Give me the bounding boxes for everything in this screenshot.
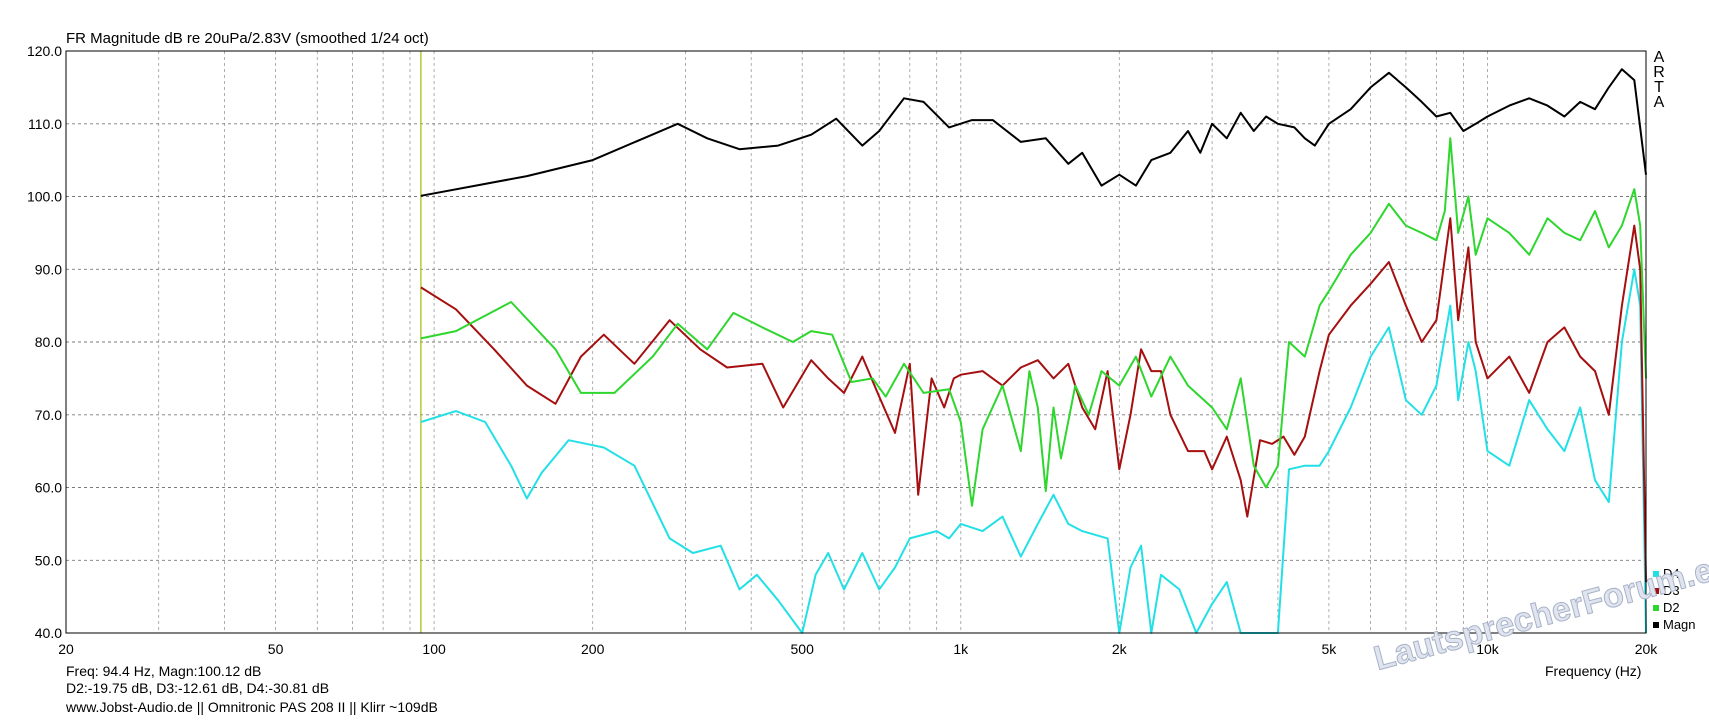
x-tick-label: 10k xyxy=(1476,641,1500,657)
x-tick-label: 5k xyxy=(1322,641,1338,657)
x-tick-label: 2k xyxy=(1112,641,1128,657)
y-tick-label: 40.0 xyxy=(35,625,62,641)
legend-item-d3: D3 xyxy=(1653,582,1696,599)
arta-letter-a2: A xyxy=(1653,94,1665,111)
legend-item-d2: D2 xyxy=(1653,599,1696,616)
y-tick-label: 80.0 xyxy=(35,334,62,350)
legend-swatch-d2 xyxy=(1653,604,1659,611)
legend-item-d4: D4 xyxy=(1653,565,1696,582)
series-line-d4 xyxy=(420,268,1647,634)
arta-brand: A R T A xyxy=(1652,49,1666,111)
legend-label-magn: Magn xyxy=(1663,617,1696,632)
y-tick-label: 70.0 xyxy=(35,407,62,423)
y-tick-label: 60.0 xyxy=(35,480,62,496)
chart-title: FR Magnitude dB re 20uPa/2.83V (smoothed… xyxy=(66,30,429,47)
legend-label-d4: D4 xyxy=(1663,566,1680,581)
x-axis-label: Frequency (Hz) xyxy=(1545,663,1642,679)
arta-letter-t: T xyxy=(1654,79,1664,96)
footer-note: www.Jobst-Audio.de || Omnitronic PAS 208… xyxy=(66,699,438,715)
legend-item-magn: Magn xyxy=(1653,616,1696,633)
series-lines xyxy=(420,68,1647,634)
y-tick-label: 110.0 xyxy=(28,116,62,132)
x-tick-label: 1k xyxy=(953,641,969,657)
legend-swatch-magn xyxy=(1653,621,1659,628)
legend-swatch-d4 xyxy=(1653,570,1659,577)
axis-tick-labels: 40.0 50.0 60.0 70.0 80.0 90.0 100.0 110.0 120.0 2… xyxy=(27,43,1658,657)
x-tick-label: 200 xyxy=(581,641,605,657)
plot-area-frame xyxy=(65,50,1647,634)
x-tick-label: 500 xyxy=(791,641,815,657)
arta-letter-a1: A xyxy=(1653,49,1665,66)
cursor-readout-line1: Freq: 94.4 Hz, Magn:100.12 dB xyxy=(66,663,262,679)
x-tick-label: 20 xyxy=(58,641,74,657)
legend-label-d2: D2 xyxy=(1663,600,1680,615)
y-tick-label: 90.0 xyxy=(35,261,62,277)
y-tick-label: 120.0 xyxy=(27,43,62,59)
legend-swatch-d3 xyxy=(1653,587,1659,594)
x-tick-label: 20k xyxy=(1635,641,1659,657)
y-tick-label: 50.0 xyxy=(35,552,62,568)
cursor-readout-line2: D2:-19.75 dB, D3:-12.61 dB, D4:-30.81 dB xyxy=(66,680,330,696)
arta-letter-r: R xyxy=(1653,64,1665,81)
series-line-magn xyxy=(420,68,1647,197)
legend-label-d3: D3 xyxy=(1663,583,1680,598)
y-tick-label: 100.0 xyxy=(27,189,62,205)
series-line-d2 xyxy=(420,137,1647,507)
series-line-d3 xyxy=(420,217,1647,583)
x-tick-label: 50 xyxy=(268,641,284,657)
x-tick-label: 100 xyxy=(422,641,446,657)
legend: D4 D3 D2 Magn xyxy=(1653,565,1696,633)
